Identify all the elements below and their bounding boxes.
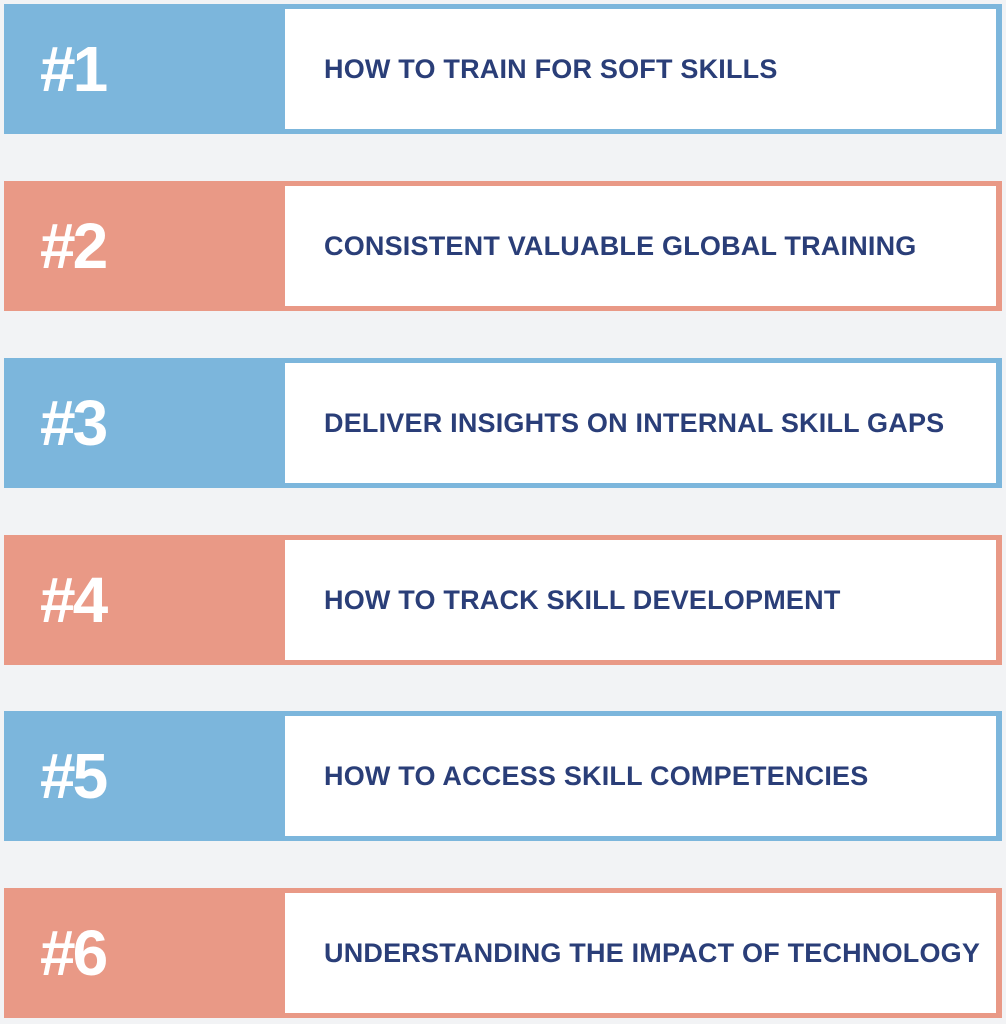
item-label: UNDERSTANDING THE IMPACT OF TECHNOLOGY — [324, 937, 981, 968]
list-item: #5 HOW TO ACCESS SKILL COMPETENCIES — [4, 711, 1002, 841]
item-label-box: HOW TO TRACK SKILL DEVELOPMENT — [285, 540, 996, 660]
item-number: #3 — [40, 387, 108, 459]
item-label-box: DELIVER INSIGHTS ON INTERNAL SKILL GAPS — [285, 363, 996, 483]
item-number: #6 — [40, 917, 108, 989]
item-number: #2 — [40, 210, 108, 282]
item-label-box: CONSISTENT VALUABLE GLOBAL TRAINING — [285, 186, 996, 306]
list-item: #3 DELIVER INSIGHTS ON INTERNAL SKILL GA… — [4, 358, 1002, 488]
item-label: HOW TO TRAIN FOR SOFT SKILLS — [324, 53, 778, 84]
list-item: #6 UNDERSTANDING THE IMPACT OF TECHNOLOG… — [4, 888, 1002, 1018]
item-number: #1 — [40, 33, 108, 105]
item-label: HOW TO TRACK SKILL DEVELOPMENT — [324, 584, 841, 615]
item-label: CONSISTENT VALUABLE GLOBAL TRAINING — [324, 230, 917, 261]
item-label: DELIVER INSIGHTS ON INTERNAL SKILL GAPS — [324, 407, 945, 438]
list-item: #1 HOW TO TRAIN FOR SOFT SKILLS — [4, 4, 1002, 134]
item-label: HOW TO ACCESS SKILL COMPETENCIES — [324, 760, 869, 791]
item-label-box: UNDERSTANDING THE IMPACT OF TECHNOLOGY — [285, 893, 996, 1013]
list-item: #2 CONSISTENT VALUABLE GLOBAL TRAINING — [4, 181, 1002, 311]
item-number: #5 — [40, 740, 108, 812]
item-number: #4 — [40, 564, 108, 636]
item-label-box: HOW TO ACCESS SKILL COMPETENCIES — [285, 716, 996, 836]
list-item: #4 HOW TO TRACK SKILL DEVELOPMENT — [4, 535, 1002, 665]
item-label-box: HOW TO TRAIN FOR SOFT SKILLS — [285, 9, 996, 129]
